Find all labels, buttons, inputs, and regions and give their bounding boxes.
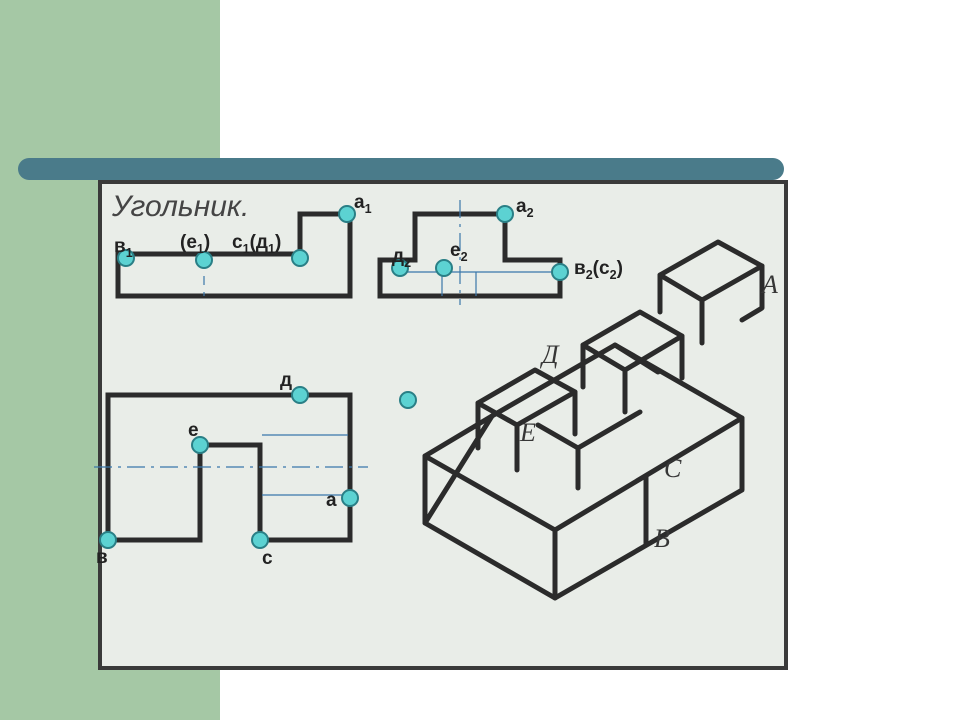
stage: Угольник. в1 (е1) с1(д1) а1 д2 е2 а2 в2(с2) д е а в… (0, 0, 960, 720)
iso-label-Д: Д (542, 340, 559, 370)
iso-label-А: А (762, 270, 778, 300)
point-label-e1: (е1) (180, 232, 210, 256)
point-label-v1: в1 (114, 236, 133, 260)
point-label-a2: а2 (516, 196, 534, 220)
teal-accent-band (18, 158, 784, 180)
iso-label-Е: Е (520, 418, 536, 448)
point-label-d: д (280, 370, 292, 392)
point-label-a: а (326, 490, 337, 512)
point-label-e: е (188, 420, 199, 442)
point-label-e2: е2 (450, 240, 468, 264)
point-label-a1: а1 (354, 192, 372, 216)
point-label-d2: д2 (392, 246, 411, 270)
point-label-c1d1: с1(д1) (232, 232, 281, 256)
point-label-c: с (262, 548, 273, 570)
iso-label-С: С (664, 454, 681, 484)
point-label-v2c2: в2(с2) (574, 258, 623, 282)
diagram-title: Угольник. (112, 190, 249, 224)
iso-label-В: В (654, 524, 670, 554)
point-label-v: в (96, 547, 108, 569)
